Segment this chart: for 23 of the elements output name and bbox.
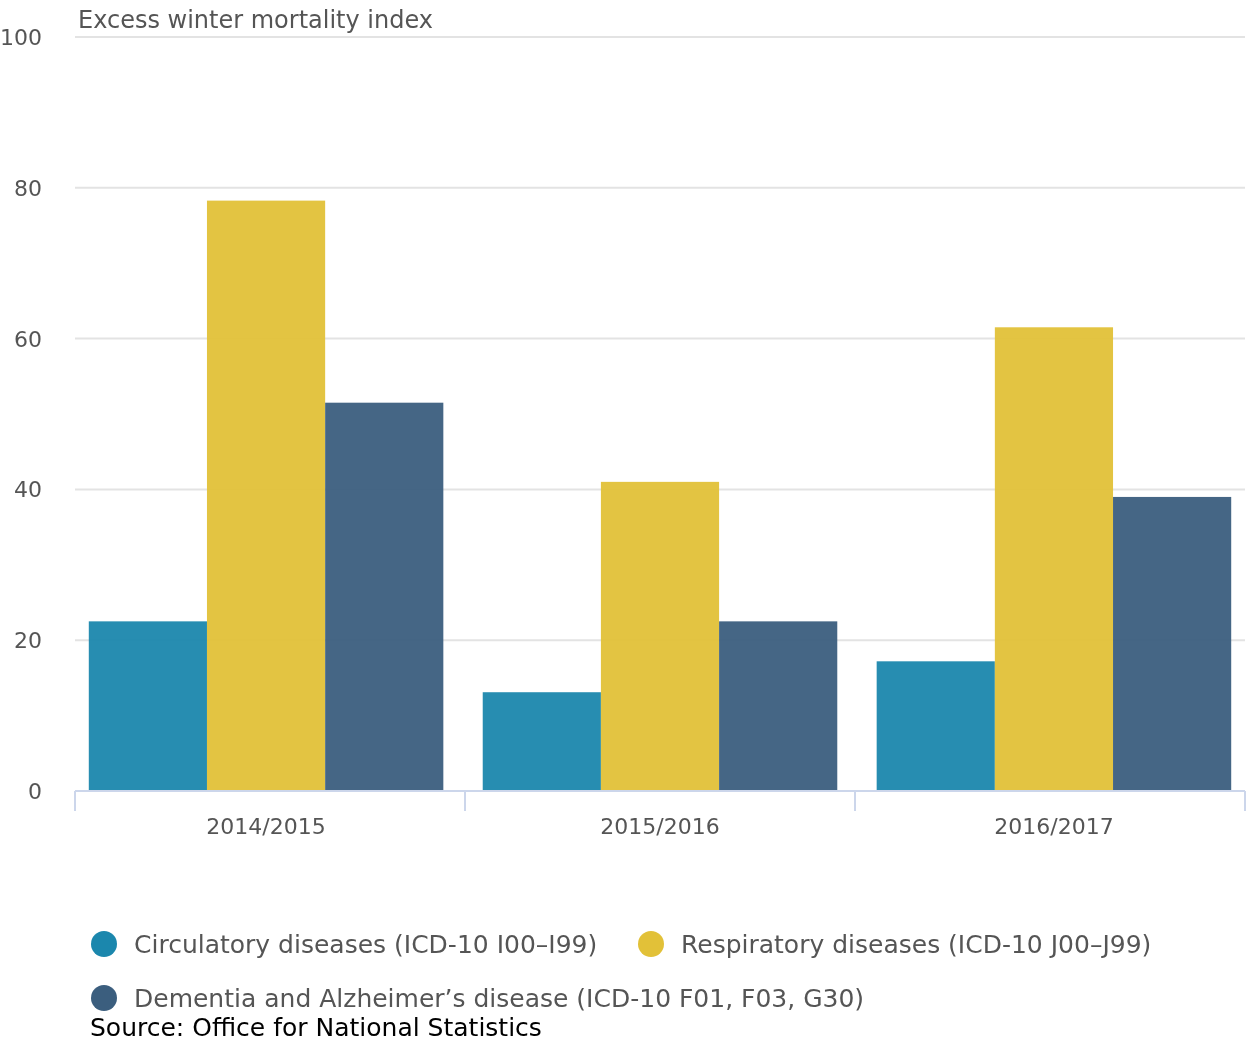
y-axis-title: Excess winter mortality index	[78, 6, 434, 34]
bar	[994, 327, 1114, 791]
legend-label: Dementia and Alzheimer’s disease (ICD-10 F01, F03, G30)	[134, 984, 865, 1013]
bar	[325, 402, 444, 791]
y-tick-label: 60	[14, 326, 42, 352]
y-tick-label: 80	[14, 175, 42, 201]
y-tick-label: 0	[28, 779, 42, 804]
y-tick-label: 40	[14, 477, 42, 503]
x-tick-label: 2015/2016	[600, 814, 720, 839]
legend-label: Respiratory diseases (ICD-10 J00–J99)	[681, 930, 1152, 959]
bar	[88, 621, 207, 791]
bar	[876, 661, 995, 791]
bar	[1113, 496, 1232, 791]
x-tick-label: 2014/2015	[206, 814, 326, 839]
x-tick-label: 2016/2017	[994, 814, 1114, 839]
y-tick-label: 20	[14, 628, 42, 654]
bar	[482, 692, 601, 791]
bar	[600, 481, 720, 791]
legend-label: Circulatory diseases (ICD-10 I00–I99)	[134, 930, 598, 959]
y-tick-label: 100	[0, 25, 42, 50]
bar	[206, 200, 326, 791]
source-note: Source: Office for National Statistics	[90, 1013, 542, 1042]
bar	[719, 621, 838, 791]
